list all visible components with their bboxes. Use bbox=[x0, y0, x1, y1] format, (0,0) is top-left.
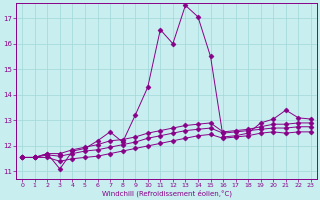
X-axis label: Windchill (Refroidissement éolien,°C): Windchill (Refroidissement éolien,°C) bbox=[101, 190, 232, 197]
